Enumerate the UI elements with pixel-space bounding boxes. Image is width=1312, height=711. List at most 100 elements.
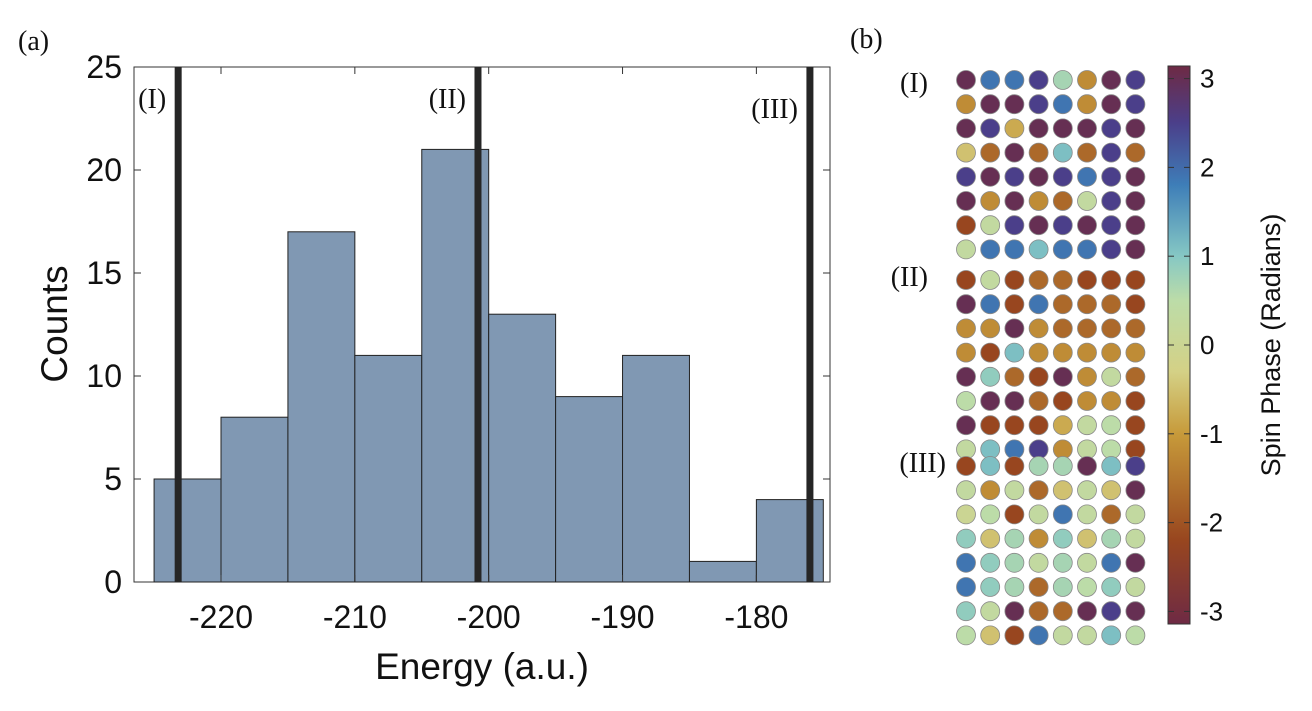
spin-dot [1101, 294, 1122, 315]
histogram-bar [354, 354, 423, 583]
spin-dot [980, 142, 1001, 163]
spin-dot [956, 342, 976, 363]
spin-dot [1125, 191, 1146, 211]
colorbar-label: Spin Phase (Radians) [1256, 214, 1286, 477]
spin-dot [1004, 191, 1025, 211]
spin-dot [1101, 528, 1122, 549]
spin-dot [1125, 166, 1146, 187]
spin-dot [1077, 166, 1097, 187]
spin-dot [1028, 366, 1049, 387]
spin-grid-label: (I) [900, 68, 928, 99]
spin-dot [1077, 142, 1097, 163]
spin-dot [1125, 294, 1146, 315]
spin-dot [980, 342, 1001, 363]
spin-dot [980, 215, 1001, 236]
spin-dot [1052, 166, 1073, 187]
spin-dot [1077, 70, 1097, 90]
spin-dot [1125, 94, 1146, 115]
spin-dot [1101, 577, 1122, 597]
spin-dot [1077, 601, 1097, 622]
spin-dot [1101, 215, 1122, 236]
spin-dot [980, 552, 1001, 573]
spin-dot [1101, 625, 1122, 646]
spin-dot [1101, 166, 1122, 187]
spin-grid-label: (II) [891, 262, 928, 293]
spin-dot [1077, 480, 1097, 501]
spin-dot [1052, 342, 1073, 363]
spin-dot [1125, 391, 1146, 411]
y-tick-label: 15 [86, 255, 122, 291]
spin-dot [1125, 215, 1146, 236]
spin-dot [1077, 504, 1097, 525]
spin-dot [1077, 577, 1097, 597]
spin-dot [1028, 480, 1049, 501]
spin-dot [1028, 118, 1049, 139]
spin-dot [980, 270, 1001, 290]
spin-dot [1028, 70, 1049, 90]
x-tick-label: -190 [591, 599, 655, 635]
spin-dot [956, 528, 976, 549]
spin-dot [980, 294, 1001, 315]
spin-dot [1125, 480, 1146, 501]
spin-dot [956, 270, 976, 290]
spin-dot [1052, 215, 1073, 236]
spin-dot [1125, 118, 1146, 139]
spin-dot [1077, 439, 1097, 460]
y-axis-ticks: 0 5 10 15 20 25 [86, 49, 830, 600]
spin-dot [956, 366, 976, 387]
spin-dot [1052, 504, 1073, 525]
y-tick-label: 5 [104, 461, 122, 497]
colorbar-tick-label: -3 [1200, 596, 1223, 626]
spin-dot [980, 70, 1001, 90]
spin-dot [956, 142, 976, 163]
spin-dot [1077, 552, 1097, 573]
spin-dot [1004, 270, 1025, 290]
spin-dot [1004, 577, 1025, 597]
histogram-bar [220, 416, 289, 583]
spin-dot [1028, 142, 1049, 163]
spin-dot [1052, 456, 1073, 476]
spin-dot [1101, 142, 1122, 163]
spin-dot [1077, 366, 1097, 387]
spin-dot [980, 577, 1001, 597]
spin-dot [980, 366, 1001, 387]
spin-dot [1028, 94, 1049, 115]
spin-dot [1125, 601, 1146, 622]
spin-dot [1004, 625, 1025, 646]
spin-dot [1125, 552, 1146, 573]
spin-dot [1052, 191, 1073, 211]
spin-dot [956, 94, 976, 115]
spin-dot [956, 294, 976, 315]
x-tick-label: -220 [189, 599, 253, 635]
spin-dot [1028, 166, 1049, 187]
spin-dot [956, 118, 976, 139]
spin-dot [980, 391, 1001, 411]
spin-dot [980, 625, 1001, 646]
spin-dot [1101, 456, 1122, 476]
spin-dot [1052, 94, 1073, 115]
spin-dot [980, 118, 1001, 139]
spin-dot [1077, 528, 1097, 549]
spin-dot [1125, 528, 1146, 549]
spin-dot [1004, 215, 1025, 236]
spin-dot [980, 601, 1001, 622]
spin-dot [1004, 142, 1025, 163]
spin-dot [1004, 342, 1025, 363]
spin-dot [956, 456, 976, 476]
spin-dot [1004, 118, 1025, 139]
spin-dot [1101, 94, 1122, 115]
spin-dot [1052, 415, 1073, 436]
spin-dot [1101, 342, 1122, 363]
spin-dot [1052, 480, 1073, 501]
colorbar-tick-label: 2 [1200, 152, 1214, 182]
spin-dot [1028, 391, 1049, 411]
spin-dot [1052, 439, 1073, 460]
spin-dot [1004, 70, 1025, 90]
spin-dot [1125, 456, 1146, 476]
spin-dot [956, 415, 976, 436]
spin-dot [1101, 415, 1122, 436]
spin-grid-label: (III) [899, 448, 946, 479]
spin-dot [1028, 577, 1049, 597]
